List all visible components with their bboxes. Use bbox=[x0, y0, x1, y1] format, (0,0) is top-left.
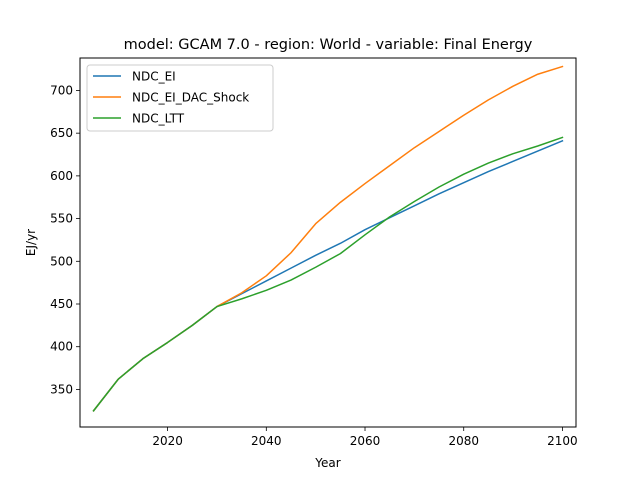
y-tick-label: 400 bbox=[50, 340, 73, 354]
y-tick-label: 550 bbox=[50, 212, 73, 226]
legend: NDC_EI NDC_EI_DAC_Shock NDC_LTT bbox=[86, 64, 274, 132]
y-tick-label: 650 bbox=[50, 126, 73, 140]
series-line-ndc-ltt bbox=[92, 136, 564, 412]
x-axis-label: Year bbox=[314, 456, 340, 470]
y-tick-label: 500 bbox=[50, 254, 73, 268]
legend-label: NDC_LTT bbox=[132, 112, 185, 126]
x-tick-label: 2020 bbox=[152, 434, 183, 448]
y-tick-label: 700 bbox=[50, 83, 73, 97]
series-layer bbox=[92, 65, 564, 412]
y-tick-label: 450 bbox=[50, 297, 73, 311]
y-tick-label: 600 bbox=[50, 169, 73, 183]
x-tick-label: 2100 bbox=[547, 434, 578, 448]
chart-title: model: GCAM 7.0 - region: World - variab… bbox=[124, 37, 533, 53]
axes-frame bbox=[79, 57, 577, 428]
legend-label: NDC_EI_DAC_Shock bbox=[132, 91, 249, 105]
x-tick-label: 2060 bbox=[350, 434, 381, 448]
y-axis-ticks: 350 400 450 500 550 600 650 700 bbox=[50, 83, 80, 396]
y-tick-label: 350 bbox=[50, 382, 73, 396]
y-axis-label: EJ/yr bbox=[24, 229, 38, 256]
legend-box bbox=[86, 64, 274, 132]
legend-label: NDC_EI bbox=[132, 70, 176, 84]
x-tick-label: 2040 bbox=[251, 434, 282, 448]
x-tick-label: 2080 bbox=[448, 434, 479, 448]
x-axis-ticks: 2020 2040 2060 2080 2100 bbox=[152, 427, 578, 448]
